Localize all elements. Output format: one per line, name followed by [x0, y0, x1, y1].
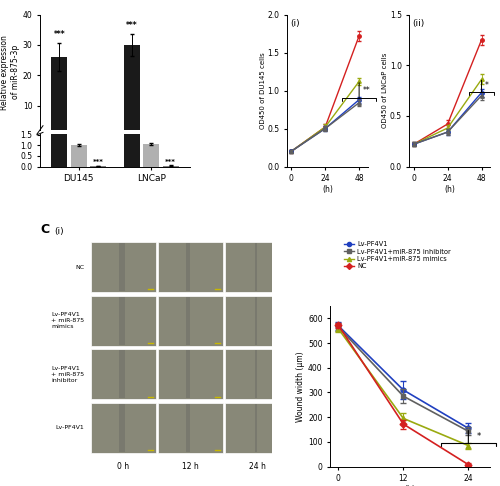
- NC: [336, 322, 342, 328]
- Lv-PF4V1+miR-875 mimics: [336, 326, 342, 332]
- Y-axis label: OD450 of LNCaP cells: OD450 of LNCaP cells: [382, 53, 388, 128]
- Legend: Lv-PF4V1, Lv-PF4V1+miR-875 inhibitor, Lv-PF4V1+miR-875 mimics, NC: Lv-PF4V1, Lv-PF4V1+miR-875 inhibitor, Lv…: [342, 239, 454, 272]
- Bar: [162, 166, 178, 167]
- Lv-PF4V1+miR-875 mimics: [400, 416, 406, 421]
- Text: ***: ***: [126, 21, 138, 30]
- Bar: [91, 403, 156, 453]
- Lv-PF4V1: [336, 323, 342, 329]
- Line: Lv-PF4V1+miR-875 inhibitor: Lv-PF4V1+miR-875 inhibitor: [336, 325, 471, 434]
- Bar: [226, 242, 290, 292]
- Text: Lv-PF4V1
+ miR-875
inhibitor: Lv-PF4V1 + miR-875 inhibitor: [51, 366, 84, 382]
- Lv-PF4V1+miR-875 mimics: [466, 443, 471, 449]
- Lv-PF4V1: [466, 425, 471, 431]
- Y-axis label: Relative expression
of miR-875-3p: Relative expression of miR-875-3p: [0, 35, 20, 110]
- Bar: [124, 0, 140, 167]
- Text: (ii): (ii): [412, 19, 425, 28]
- Text: 0 h: 0 h: [118, 462, 130, 471]
- Bar: [124, 45, 140, 136]
- Lv-PF4V1+miR-875 inhibitor: [336, 324, 342, 330]
- Bar: [52, 57, 68, 136]
- Bar: [158, 349, 223, 399]
- Line: Lv-PF4V1: Lv-PF4V1: [336, 323, 471, 431]
- Bar: [144, 133, 159, 136]
- Text: ***: ***: [54, 30, 65, 39]
- X-axis label: (h): (h): [404, 485, 415, 486]
- Text: NC: NC: [75, 265, 84, 270]
- Bar: [52, 0, 68, 167]
- Bar: [158, 403, 223, 453]
- Bar: [71, 145, 86, 167]
- Line: Lv-PF4V1+miR-875 mimics: Lv-PF4V1+miR-875 mimics: [336, 327, 471, 448]
- X-axis label: (h): (h): [444, 185, 455, 193]
- Bar: [144, 144, 159, 167]
- Bar: [226, 295, 290, 346]
- Lv-PF4V1+miR-875 inhibitor: [466, 428, 471, 434]
- Text: ***: ***: [165, 159, 176, 165]
- Bar: [91, 295, 156, 346]
- Text: 12 h: 12 h: [182, 462, 199, 471]
- Lv-PF4V1: [400, 387, 406, 393]
- Bar: [91, 349, 156, 399]
- Y-axis label: OD450 of DU145 cells: OD450 of DU145 cells: [260, 52, 266, 129]
- Lv-PF4V1+miR-875 inhibitor: [400, 393, 406, 399]
- Text: Lv-PF4V1
+ miR-875
mimics: Lv-PF4V1 + miR-875 mimics: [51, 312, 84, 329]
- Text: (i): (i): [290, 19, 300, 28]
- Bar: [158, 295, 223, 346]
- Y-axis label: Wound width (μm): Wound width (μm): [296, 351, 305, 422]
- Text: **: **: [362, 86, 370, 95]
- Text: *: *: [476, 433, 480, 441]
- Bar: [226, 349, 290, 399]
- Text: 24 h: 24 h: [250, 462, 266, 471]
- Text: ***: ***: [92, 159, 104, 165]
- Bar: [226, 403, 290, 453]
- X-axis label: (h): (h): [322, 185, 333, 193]
- Bar: [91, 242, 156, 292]
- Text: C: C: [40, 224, 49, 236]
- Line: NC: NC: [336, 323, 471, 467]
- Text: (i): (i): [54, 227, 64, 236]
- Bar: [158, 242, 223, 292]
- Text: Lv-PF4V1: Lv-PF4V1: [56, 425, 84, 430]
- Bar: [71, 133, 86, 136]
- Bar: [90, 166, 106, 167]
- NC: [466, 462, 471, 468]
- NC: [400, 421, 406, 427]
- Text: *: *: [485, 82, 489, 90]
